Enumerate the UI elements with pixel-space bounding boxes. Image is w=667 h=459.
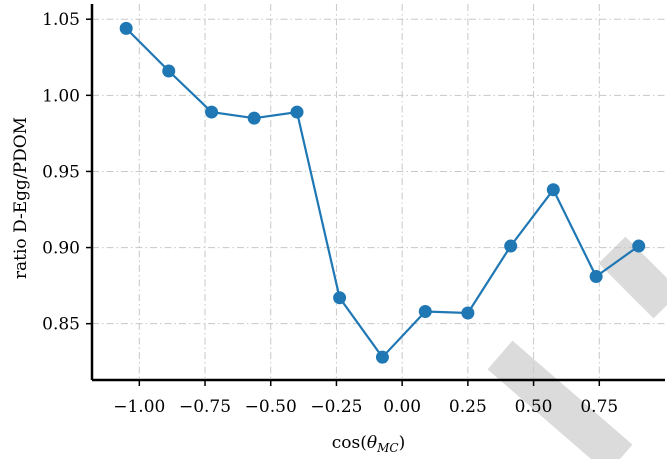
data-point	[119, 21, 133, 35]
x-tick-label: 0.50	[515, 397, 553, 417]
data-point	[162, 64, 176, 78]
tick-marks	[86, 18, 601, 386]
data-series	[119, 21, 646, 364]
x-tick-label: −0.25	[310, 397, 362, 417]
data-point	[546, 183, 560, 197]
x-tick-label: −0.75	[179, 397, 231, 417]
tick-labels: −1.00 −0.75 −0.50 −0.25 0.00 0.25 0.50 0.75 0.85…	[42, 10, 618, 417]
y-tick-label: 1.00	[42, 86, 80, 106]
data-point	[632, 239, 646, 253]
x-tick-label: 0.00	[383, 397, 421, 417]
data-point	[333, 291, 347, 305]
draft-watermark	[487, 236, 667, 459]
data-point	[205, 105, 219, 119]
grid	[92, 4, 665, 380]
data-point	[418, 304, 432, 318]
y-tick-label: 1.05	[42, 10, 80, 30]
x-tick-label: −1.00	[113, 397, 165, 417]
data-point	[375, 350, 389, 364]
data-point	[504, 239, 518, 253]
y-tick-label: 0.95	[42, 162, 80, 182]
y-tick-label: 0.85	[42, 315, 80, 335]
x-tick-label: 0.75	[580, 397, 618, 417]
series-line	[125, 27, 640, 359]
axes	[90, 4, 665, 382]
x-tick-label: −0.50	[245, 397, 297, 417]
x-axis-title: cos(θMC)	[332, 433, 405, 455]
x-tick-label: 0.25	[449, 397, 487, 417]
data-point	[290, 105, 304, 119]
data-point	[589, 269, 603, 283]
y-axis-title: ratio D-Egg/PDOM	[11, 117, 31, 279]
data-point	[247, 111, 261, 125]
data-point	[461, 306, 475, 320]
y-tick-label: 0.90	[42, 239, 80, 259]
